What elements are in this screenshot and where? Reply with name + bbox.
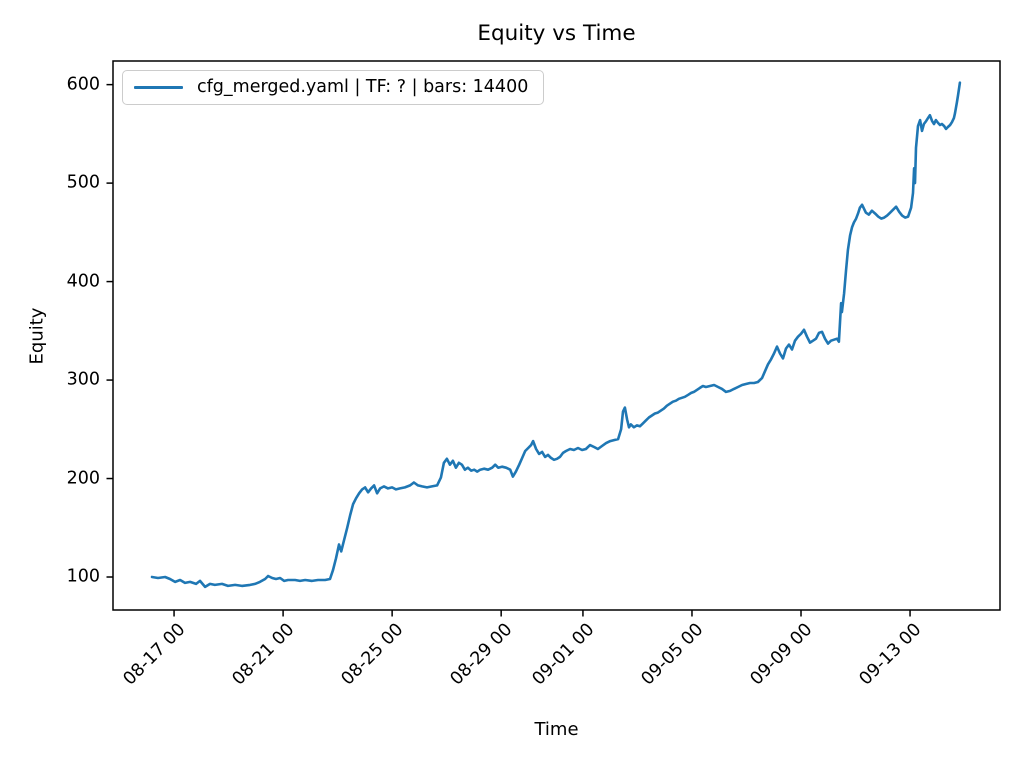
axes-frame [112,60,1001,611]
y-tick-label: 100 [66,566,100,587]
chart-title: Equity vs Time [477,21,636,46]
y-tick-label: 300 [66,369,100,390]
y-tick-label: 400 [66,270,100,291]
legend-line-swatch [134,85,183,90]
y-tick-label: 600 [66,73,100,94]
y-tick-label: 200 [66,467,100,488]
y-tick-label: 500 [66,172,100,193]
y-axis-label: Equity [26,307,48,365]
legend-label: cfg_merged.yaml | TF: ? | bars: 14400 [197,76,529,97]
x-axis-label: Time [534,719,579,740]
legend: cfg_merged.yaml | TF: ? | bars: 14400 [122,70,545,105]
equity-line [150,81,962,589]
